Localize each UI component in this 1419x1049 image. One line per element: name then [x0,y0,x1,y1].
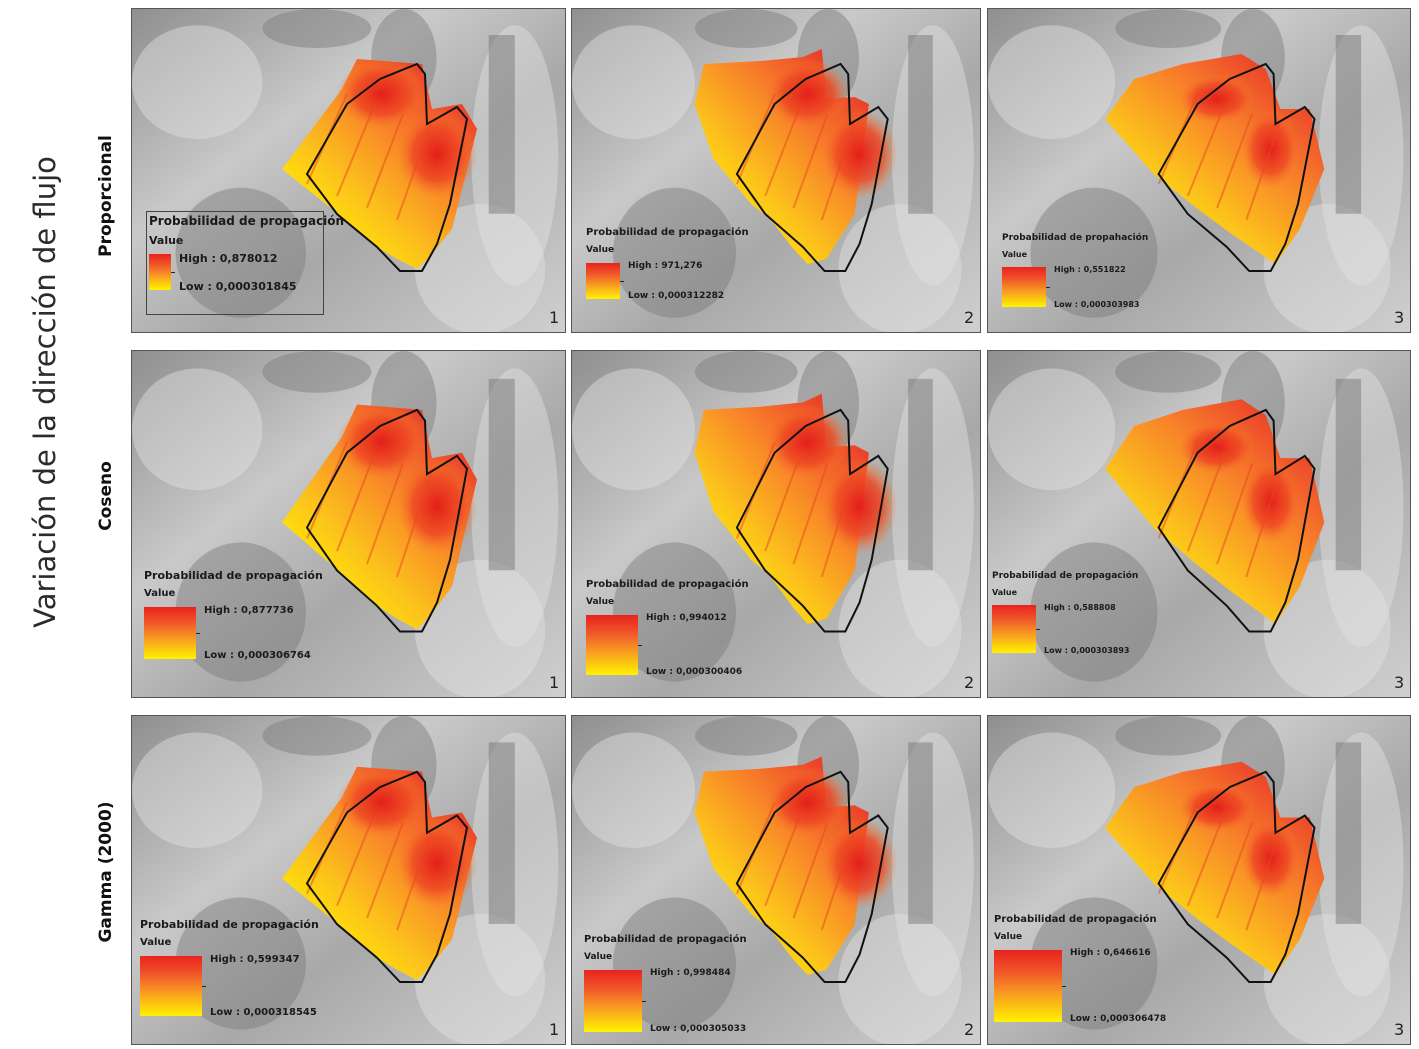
legend-title: Probabilidad de propagación [992,571,1139,581]
legend: Probabilidad de propagación Value High : 0… [146,211,344,315]
legend-tick [642,1001,646,1002]
legend-color-ramp [149,254,171,290]
legend-color-ramp [586,263,620,299]
panel-number: 3 [1394,308,1405,327]
legend: Probabilidad de propahación Value High : 0… [1000,231,1190,321]
legend-low-value: Low : 0,000301845 [179,280,297,293]
legend-value-label: Value [586,597,615,607]
hillshade-map [572,9,980,332]
legend-title: Probabilidad de propagación [149,214,345,228]
map-panel: Probabilidad de propagación Value High : 0… [131,8,566,333]
legend-low-value: Low : 0,000312282 [628,291,725,301]
panel-number: 1 [549,1020,560,1039]
map-panel: Probabilidad de propagación Value High : 0… [131,350,566,698]
legend-high-value: High : 0,588808 [1044,603,1116,612]
legend: Probabilidad de propagación Value High : 0… [584,577,784,689]
legend: Probabilidad de propagación Value High : 0… [990,569,1180,681]
map-panel: Probabilidad de propagación Value High : 0… [571,350,981,698]
map-panel: Probabilidad de propagación Value High : 0… [987,715,1411,1045]
legend-high-value: High : 0,998484 [650,968,731,978]
hillshade-map [988,351,1410,697]
legend-color-ramp [144,607,196,659]
hillshade-map [132,716,565,1044]
legend-tick [171,272,175,273]
row-label-proporcional: Proporcional [96,135,116,257]
legend-low-value: Low : 0,000306764 [204,650,311,661]
legend-tick [196,633,200,634]
legend-title: Probabilidad de propagación [994,914,1157,925]
legend-tick [638,645,642,646]
legend-high-value: High : 0,878012 [179,252,278,265]
legend: Probabilidad de propagación Value High : 9… [584,225,774,315]
legend-low-value: Low : 0,000300406 [646,667,743,677]
legend-value-label: Value [1002,250,1028,259]
legend-title: Probabilidad de propagación [140,918,319,931]
map-panel: Probabilidad de propagación Value High : 0… [571,715,981,1045]
legend-tick [1062,986,1066,987]
legend-color-ramp [584,970,642,1032]
map-panel: Probabilidad de propagación Value High : 0… [131,715,566,1045]
panel-number: 2 [964,673,975,692]
legend-value-label: Value [586,245,615,255]
legend-high-value: High : 0,994012 [646,613,727,623]
legend: Probabilidad de propagación Value High : 0… [138,916,338,1032]
legend-tick [202,986,206,987]
row-label-gamma: Gamma (2000) [96,801,116,943]
legend-title: Probabilidad de propagación [586,579,749,590]
legend-color-ramp [140,956,202,1016]
legend-color-ramp [586,615,638,675]
legend-tick [1036,629,1040,630]
row-label-coseno: Coseno [96,461,116,531]
hillshade-map [132,9,565,332]
legend-title: Probabilidad de propagación [586,227,749,238]
legend-title: Probabilidad de propahación [1002,233,1149,243]
legend-low-value: Low : 0,000303893 [1044,646,1130,655]
hillshade-map [988,9,1410,332]
legend-high-value: High : 0,551822 [1054,265,1126,274]
panel-number: 3 [1394,1020,1405,1039]
legend-title: Probabilidad de propagación [144,569,323,582]
panel-number: 1 [549,673,560,692]
panel-number: 1 [549,308,560,327]
legend-value-label: Value [149,234,184,247]
legend-value-label: Value [584,952,613,962]
hillshade-map [572,716,980,1044]
legend-low-value: Low : 0,000305033 [650,1024,747,1034]
legend-low-value: Low : 0,000318545 [210,1007,317,1018]
legend-high-value: High : 971,276 [628,261,703,271]
legend-color-ramp [1002,267,1046,307]
legend-color-ramp [992,605,1036,653]
panel-number: 2 [964,308,975,327]
map-panel: Probabilidad de propagación Value High : 9… [571,8,981,333]
legend-high-value: High : 0,646616 [1070,948,1151,958]
legend-tick [1046,287,1050,288]
legend-high-value: High : 0,599347 [210,954,300,965]
legend: Probabilidad de propagación Value High : 0… [582,932,782,1044]
hillshade-map [572,351,980,697]
panel-number: 2 [964,1020,975,1039]
map-panel: Probabilidad de propagación Value High : 0… [987,350,1411,698]
legend-value-label: Value [994,932,1023,942]
legend-high-value: High : 0,877736 [204,605,294,616]
map-panel: Probabilidad de propahación Value High : 0… [987,8,1411,333]
legend: Probabilidad de propagación Value High : 0… [992,912,1192,1036]
legend-color-ramp [994,950,1062,1022]
legend-value-label: Value [140,937,172,948]
legend-tick [620,281,624,282]
panel-number: 3 [1394,673,1405,692]
legend-low-value: Low : 0,000306478 [1070,1014,1167,1024]
legend-title: Probabilidad de propagación [584,934,747,945]
legend-low-value: Low : 0,000303983 [1054,300,1140,309]
legend-value-label: Value [992,588,1018,597]
legend: Probabilidad de propagación Value High : 0… [142,567,332,679]
figure-title: Variación de la dirección de flujo [28,156,62,628]
legend-value-label: Value [144,588,176,599]
hillshade-map [132,351,565,697]
